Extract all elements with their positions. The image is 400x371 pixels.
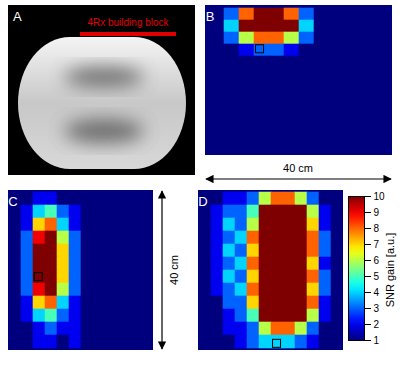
svg-text:2: 2	[374, 319, 380, 330]
svg-text:6: 6	[374, 255, 380, 266]
svg-text:3: 3	[374, 303, 380, 314]
svg-text:40 cm: 40 cm	[283, 162, 313, 174]
svg-text:B: B	[206, 9, 215, 24]
svg-text:4: 4	[374, 287, 380, 298]
svg-text:D: D	[198, 194, 207, 209]
svg-text:4Rx building block: 4Rx building block	[87, 17, 169, 28]
svg-text:A: A	[13, 9, 22, 24]
svg-text:SNR gain [a.u.]: SNR gain [a.u.]	[384, 233, 396, 308]
svg-text:5: 5	[374, 271, 380, 282]
svg-text:40 cm: 40 cm	[168, 255, 180, 285]
svg-text:8: 8	[374, 223, 380, 234]
svg-text:7: 7	[374, 239, 380, 250]
svg-text:10: 10	[374, 191, 386, 202]
svg-text:1: 1	[374, 335, 380, 346]
svg-text:C: C	[8, 194, 17, 209]
svg-text:9: 9	[374, 207, 380, 218]
